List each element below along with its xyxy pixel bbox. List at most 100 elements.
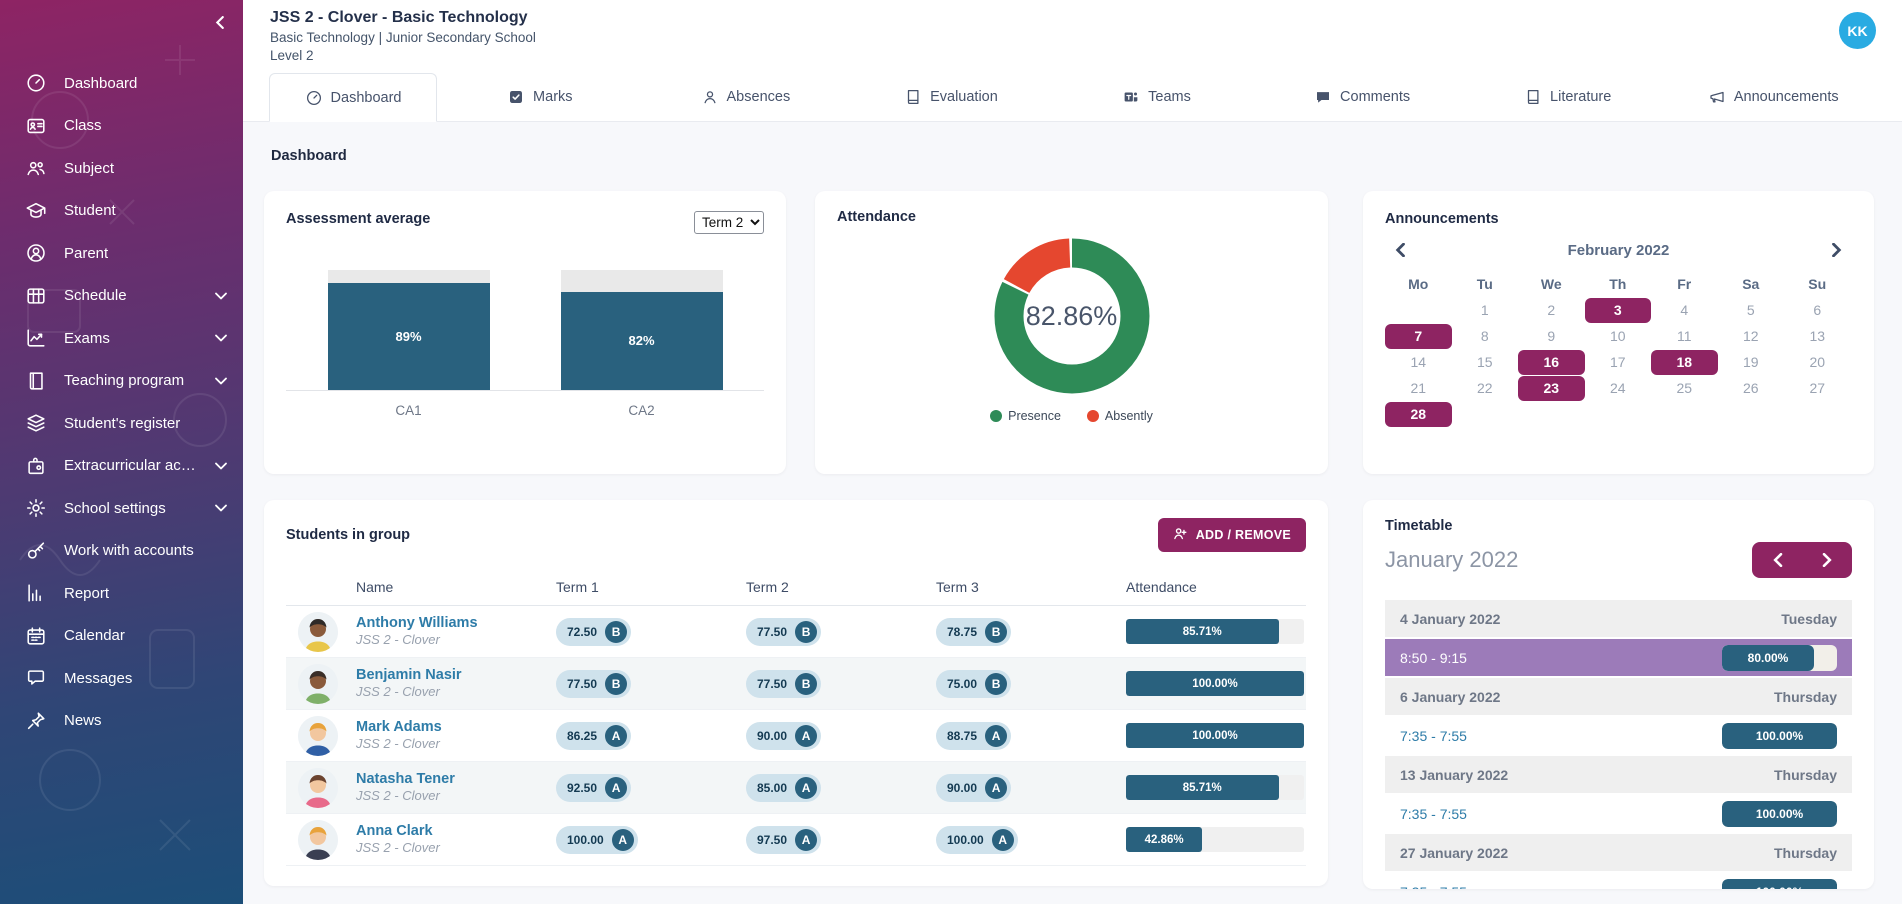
grade-letter: B — [605, 672, 628, 695]
tab-marks[interactable]: Marks — [437, 73, 643, 121]
calendar-day[interactable]: 25 — [1676, 380, 1693, 396]
sidebar-item-schedule[interactable]: Schedule — [0, 275, 243, 318]
timetable-session-row[interactable]: 7:35 - 7:55 100.00% — [1385, 717, 1852, 754]
sidebar-item-dashboard[interactable]: Dashboard — [0, 62, 243, 105]
attendance-bar-fill: 100.00% — [1126, 671, 1304, 696]
timetable-progress-fill: 100.00% — [1722, 800, 1837, 827]
sidebar-item-calendar[interactable]: Calendar — [0, 615, 243, 658]
student-name-cell: Anna Clark JSS 2 - Clover — [356, 822, 556, 858]
calendar-day[interactable]: 14 — [1410, 354, 1427, 370]
tab-dashboard[interactable]: Dashboard — [269, 73, 437, 122]
sidebar-item-work-with-accounts[interactable]: Work with accounts — [0, 530, 243, 573]
timetable-session-row[interactable]: 7:35 - 7:55 100.00% — [1385, 795, 1852, 832]
attendance-bar-track: 42.86% — [1126, 827, 1304, 852]
calendar-day[interactable]: 6 — [1813, 302, 1822, 318]
calendar-day[interactable]: 17 — [1609, 354, 1626, 370]
legend-item-presence: Presence — [990, 409, 1061, 423]
sidebar-item-teaching-program[interactable]: Teaching program — [0, 360, 243, 403]
student-name-link[interactable]: Anthony Williams — [356, 614, 478, 631]
calendar-day[interactable]: 8 — [1480, 328, 1489, 344]
calendar-day[interactable]: 20 — [1809, 354, 1826, 370]
sidebar-item-school-settings[interactable]: School settings — [0, 487, 243, 530]
calendar-day[interactable]: 13 — [1809, 328, 1826, 344]
timetable-prev-icon[interactable] — [1752, 553, 1802, 567]
timetable-weekday: Thursday — [1773, 844, 1837, 861]
student-name-link[interactable]: Mark Adams — [356, 718, 442, 735]
timetable-list: 4 January 2022 Tuesday 8:50 - 9:15 80.00% 6 … — [1385, 600, 1852, 889]
tab-label: Evaluation — [930, 89, 998, 105]
add-remove-button[interactable]: ADD / REMOVE — [1157, 518, 1306, 552]
calendar-prev-icon[interactable] — [1389, 239, 1411, 261]
sidebar-item-student-s-register[interactable]: Student's register — [0, 402, 243, 445]
timetable-month-label: January 2022 — [1385, 547, 1519, 572]
tab-teams[interactable]: Teams — [1054, 73, 1260, 121]
calendar-day[interactable]: 3 — [1584, 297, 1651, 323]
timetable-next-icon[interactable] — [1802, 553, 1852, 567]
sidebar-item-label: News — [64, 712, 102, 730]
sidebar-item-messages[interactable]: Messages — [0, 657, 243, 700]
term-3-cell: 78.75 B — [936, 617, 1126, 646]
calendar-day[interactable]: 12 — [1742, 328, 1759, 344]
calendar-day[interactable]: 11 — [1676, 328, 1692, 344]
announcements-card: Announcements February 2022 Mo Tu We Th Fr Sa… — [1363, 191, 1874, 474]
tab-comments[interactable]: Comments — [1259, 73, 1465, 121]
sidebar-item-class[interactable]: Class — [0, 105, 243, 148]
calendar-next-icon[interactable] — [1826, 239, 1848, 261]
calendar-day[interactable]: 9 — [1547, 328, 1556, 344]
calendar-day[interactable]: 27 — [1809, 380, 1826, 396]
sidebar-item-exams[interactable]: Exams — [0, 317, 243, 360]
calendar-day[interactable]: 19 — [1742, 354, 1759, 370]
calendar-day[interactable]: 5 — [1746, 302, 1755, 318]
sidebar-item-report[interactable]: Report — [0, 572, 243, 615]
student-name-cell: Natasha Tener JSS 2 - Clover — [356, 770, 556, 806]
grade-badge: 97.50 A — [746, 825, 822, 854]
sidebar-item-parent[interactable]: Parent — [0, 232, 243, 275]
calendar-day[interactable]: 15 — [1476, 354, 1493, 370]
student-name-link[interactable]: Natasha Tener — [356, 770, 455, 787]
tab-absences[interactable]: Absences — [643, 73, 849, 121]
calendar-day[interactable]: 23 — [1518, 375, 1585, 401]
student-name-cell: Benjamin Nasir JSS 2 - Clover — [356, 666, 556, 702]
grade-letter: B — [795, 620, 818, 643]
calendar-day[interactable]: 2 — [1547, 302, 1556, 318]
tab-literature[interactable]: Literature — [1465, 73, 1671, 121]
timetable-session-row[interactable]: 7:35 - 7:55 100.00% — [1385, 873, 1852, 889]
calendar-day[interactable]: 10 — [1609, 328, 1626, 344]
tab-announcements[interactable]: Announcements — [1670, 73, 1876, 121]
attendance-bar-fill: 100.00% — [1126, 723, 1304, 748]
sidebar-collapse-icon[interactable] — [207, 10, 231, 34]
timetable-date: 4 January 2022 — [1400, 610, 1501, 627]
sidebar-item-news[interactable]: News — [0, 700, 243, 743]
calendar-day[interactable]: 26 — [1742, 380, 1759, 396]
attendance-legend: Presence Absently — [837, 409, 1306, 423]
attendance-bar-track: 85.71% — [1126, 619, 1304, 644]
calendar-day[interactable]: 1 — [1480, 302, 1489, 318]
tab-evaluation[interactable]: Evaluation — [848, 73, 1054, 121]
legend-item-absently: Absently — [1086, 409, 1153, 423]
sidebar-item-extracurricular-activ[interactable]: Extracurricular activ... — [0, 445, 243, 488]
student-name-link[interactable]: Anna Clark — [356, 822, 433, 839]
calendar-day[interactable]: 4 — [1680, 302, 1689, 318]
term-2-cell: 97.50 A — [746, 825, 936, 854]
calendar-day[interactable]: 28 — [1385, 401, 1452, 427]
timetable-session-row[interactable]: 8:50 - 9:15 80.00% — [1385, 639, 1852, 676]
term-select[interactable]: Term 2 — [694, 211, 764, 234]
calendar-dayname: Th — [1609, 276, 1627, 292]
user-avatar[interactable]: KK — [1839, 12, 1876, 49]
absences-icon — [701, 88, 719, 106]
bar-column: 89% — [311, 270, 507, 390]
sidebar-item-student[interactable]: Student — [0, 190, 243, 233]
attendance-donut-chart: 82.86% — [989, 233, 1155, 399]
calendar-day[interactable]: 18 — [1651, 349, 1718, 375]
calendar-day[interactable]: 21 — [1410, 380, 1427, 396]
calendar-day[interactable]: 24 — [1609, 380, 1626, 396]
calendar-month-label: February 2022 — [1567, 241, 1670, 259]
student-name-link[interactable]: Benjamin Nasir — [356, 666, 462, 683]
calendar-day[interactable]: 22 — [1476, 380, 1493, 396]
sidebar-item-subject[interactable]: Subject — [0, 147, 243, 190]
timetable-date: 6 January 2022 — [1400, 688, 1501, 705]
calendar-day[interactable]: 16 — [1518, 349, 1585, 375]
timetable-date: 13 January 2022 — [1400, 766, 1509, 783]
calendar-day[interactable]: 7 — [1385, 323, 1452, 349]
